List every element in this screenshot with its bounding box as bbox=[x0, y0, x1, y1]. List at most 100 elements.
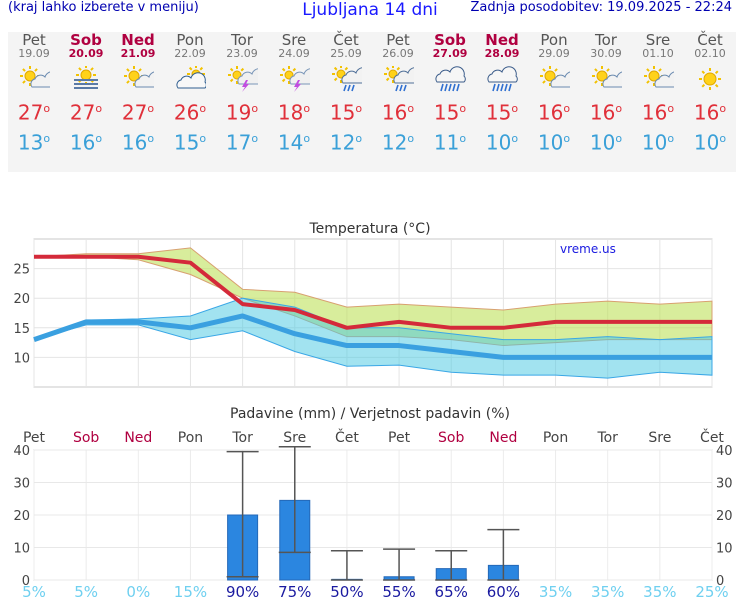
rain-sun-icon bbox=[384, 66, 414, 92]
sun-cloud-icon bbox=[540, 66, 570, 88]
day-column: Tor 30.09 16o 10o bbox=[580, 32, 632, 153]
y-tick-label-right: 10 bbox=[716, 542, 733, 557]
day-name: Sre bbox=[645, 31, 671, 49]
max-temperature: 15o bbox=[485, 100, 519, 125]
precipitation-probability: 5% bbox=[22, 583, 46, 600]
daily-forecast-strip: Pet 19.09 27o 13o Sob 20.09 27o 16o Ned 21.09 27o 1… bbox=[8, 32, 736, 172]
day-date: 21.09 bbox=[120, 47, 156, 60]
day-column: Sre 01.10 16o 10o bbox=[632, 32, 684, 153]
day-name: Pet bbox=[22, 31, 46, 49]
max-temperature: 16o bbox=[589, 100, 623, 125]
menu-hint: (kraj lahko izberete v meniju) bbox=[8, 0, 199, 15]
day-date: 25.09 bbox=[330, 47, 362, 60]
x-day-label: Sre bbox=[283, 430, 306, 446]
rain-cloud-icon bbox=[487, 66, 518, 92]
y-tick-label-left: 20 bbox=[13, 509, 30, 524]
x-day-label: Pet bbox=[388, 430, 411, 446]
precipitation-error-bar bbox=[226, 450, 259, 578]
day-date: 01.10 bbox=[642, 47, 674, 60]
x-day-label: Čet bbox=[700, 428, 724, 446]
y-tick-label: 25 bbox=[13, 263, 30, 278]
y-tick-label-left: 40 bbox=[13, 444, 30, 459]
max-temperature-line bbox=[34, 254, 712, 330]
cloud-sun-icon bbox=[176, 66, 206, 89]
max-temperature: 27o bbox=[17, 100, 51, 125]
precipitation-probability: 65% bbox=[435, 583, 468, 600]
min-temperature: 10o bbox=[693, 130, 727, 155]
min-temperature: 10o bbox=[485, 130, 519, 155]
max-temperature: 16o bbox=[381, 100, 415, 125]
day-name: Tor bbox=[595, 31, 617, 49]
x-day-label: Sre bbox=[648, 430, 671, 446]
precipitation-error-bar bbox=[383, 548, 416, 581]
max-temperature: 26o bbox=[173, 100, 207, 125]
sun-cloud-icon bbox=[124, 66, 154, 88]
y-tick-label-right: 40 bbox=[716, 444, 733, 459]
day-name: Pet bbox=[386, 31, 410, 49]
day-name: Čet bbox=[697, 31, 723, 49]
x-day-label: Tor bbox=[231, 430, 253, 446]
max-temperature: 16o bbox=[641, 100, 675, 125]
sun-cloud-icon bbox=[592, 66, 622, 88]
day-column: Ned 28.09 15o 10o bbox=[476, 32, 528, 153]
min-temperature: 12o bbox=[329, 130, 363, 155]
precipitation-probability: 35% bbox=[643, 583, 676, 600]
rain-cloud-icon bbox=[435, 66, 466, 92]
day-column: Čet 02.10 16o 10o bbox=[684, 32, 736, 153]
precipitation-probability: 50% bbox=[330, 583, 363, 600]
day-column: Sre 24.09 18o 14o bbox=[268, 32, 320, 153]
precipitation-error-bar bbox=[330, 550, 363, 581]
precipitation-error-bar bbox=[278, 446, 311, 554]
precipitation-probability: 15% bbox=[174, 583, 207, 600]
y-tick-label: 15 bbox=[13, 322, 30, 337]
max-temperature: 16o bbox=[537, 100, 571, 125]
min-temperature: 12o bbox=[381, 130, 415, 155]
max-temperature: 16o bbox=[693, 100, 727, 125]
min-temperature: 11o bbox=[433, 130, 467, 155]
chart-title: Padavine (mm) / Verjetnost padavin (%) bbox=[230, 406, 510, 422]
day-date: 19.09 bbox=[18, 47, 50, 60]
sun-cloud-icon bbox=[644, 66, 674, 88]
day-column: Pon 22.09 26o 15o bbox=[164, 32, 216, 153]
day-column: Pon 29.09 16o 10o bbox=[528, 32, 580, 153]
day-column: Sob 20.09 27o 16o bbox=[60, 32, 112, 153]
day-column: Ned 21.09 27o 16o bbox=[112, 32, 164, 153]
chart-watermark: vreme.us bbox=[560, 242, 616, 256]
last-update: Zadnja posodobitev: 19.09.2025 - 22:24 bbox=[470, 0, 732, 15]
y-tick-label-right: 30 bbox=[716, 477, 733, 492]
day-date: 30.09 bbox=[590, 47, 622, 60]
day-date: 27.09 bbox=[432, 47, 468, 60]
min-temperature: 15o bbox=[173, 130, 207, 155]
precipitation-chart: Padavine (mm) / Verjetnost padavin (%) Pe… bbox=[13, 406, 733, 600]
rain-sun-icon bbox=[332, 66, 362, 92]
min-temperature: 10o bbox=[537, 130, 571, 155]
day-date: 22.09 bbox=[174, 47, 206, 60]
precipitation-probability: 35% bbox=[539, 583, 572, 600]
max-temperature: 27o bbox=[69, 100, 103, 125]
precipitation-probability: 0% bbox=[126, 583, 150, 600]
x-day-label: Sob bbox=[73, 430, 99, 446]
temperature-chart: Temperatura (°C) 10 15 20 25 vreme.us bbox=[13, 221, 713, 388]
x-day-label: Čet bbox=[335, 428, 359, 446]
precipitation-error-bar bbox=[435, 550, 468, 581]
day-column: Pet 26.09 16o 12o bbox=[372, 32, 424, 153]
day-date: 23.09 bbox=[226, 47, 258, 60]
day-date: 28.09 bbox=[484, 47, 520, 60]
day-name: Pon bbox=[176, 31, 204, 49]
day-column: Tor 23.09 19o 17o bbox=[216, 32, 268, 153]
max-temperature: 15o bbox=[329, 100, 363, 125]
thunderstorm-sun-icon bbox=[280, 66, 310, 92]
thunderstorm-sun-icon bbox=[228, 66, 258, 92]
x-day-label: Ned bbox=[124, 430, 152, 446]
day-name: Tor bbox=[231, 31, 253, 49]
precipitation-probability: 35% bbox=[591, 583, 624, 600]
precipitation-error-bar bbox=[487, 528, 520, 581]
max-temperature: 19o bbox=[225, 100, 259, 125]
day-name: Pon bbox=[540, 31, 568, 49]
day-name: Sob bbox=[70, 31, 102, 49]
y-tick-label-right: 20 bbox=[716, 509, 733, 524]
precipitation-probability: 5% bbox=[74, 583, 98, 600]
min-temperature: 14o bbox=[277, 130, 311, 155]
x-day-label: Ned bbox=[489, 430, 517, 446]
min-temperature: 16o bbox=[121, 130, 155, 155]
